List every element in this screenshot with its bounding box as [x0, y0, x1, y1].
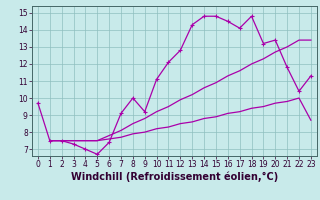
- X-axis label: Windchill (Refroidissement éolien,°C): Windchill (Refroidissement éolien,°C): [71, 172, 278, 182]
